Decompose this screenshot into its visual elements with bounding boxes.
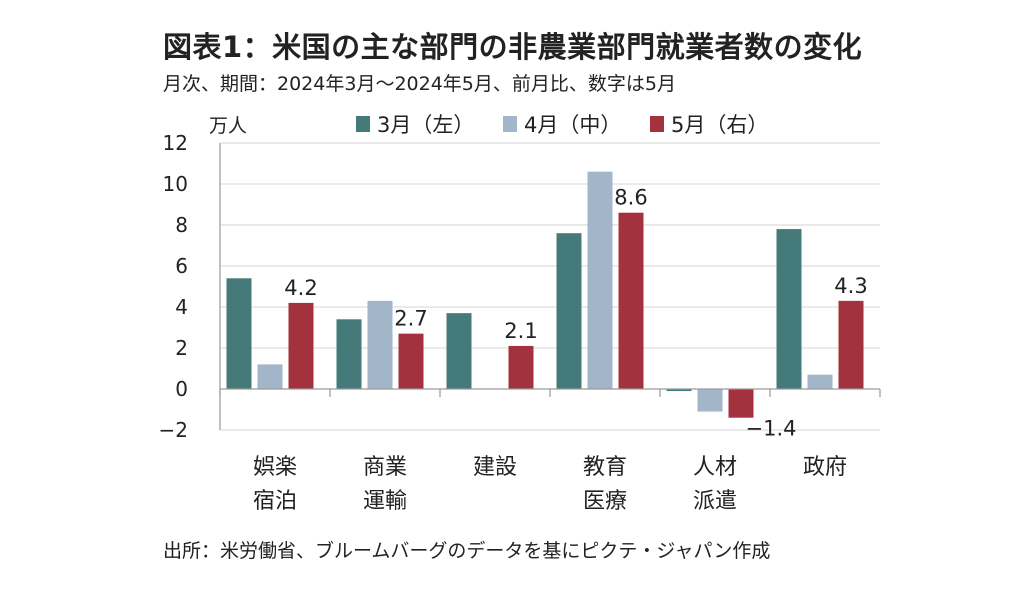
data-label: 2.1 <box>504 319 537 343</box>
bar <box>838 300 864 389</box>
legend: 3月（左） 4月（中） 5月（右） <box>356 113 768 137</box>
bar <box>336 319 362 389</box>
y-tick-label: 4 <box>175 295 188 319</box>
y-tick-label: 10 <box>163 172 188 196</box>
x-category-label: 建設 <box>473 455 517 480</box>
bar <box>508 345 534 389</box>
bar <box>257 364 283 389</box>
x-category-label: 運輸 <box>363 489 407 514</box>
legend-swatch <box>650 116 664 132</box>
bar <box>226 278 252 389</box>
x-category-label: 医療 <box>583 489 627 514</box>
x-category-label: 人材 <box>693 455 737 480</box>
y-tick-labels: −2 0 2 4 6 8 10 12 <box>159 131 188 442</box>
legend-label: 3月（左） <box>377 113 474 137</box>
data-labels: 4.2 2.7 2.1 8.6 −1.4 4.3 <box>284 186 867 441</box>
data-label: 8.6 <box>614 186 647 210</box>
bar <box>666 389 692 392</box>
data-label: −1.4 <box>746 417 797 441</box>
bar <box>776 229 802 389</box>
bar <box>556 233 582 389</box>
bar <box>446 313 472 389</box>
bar <box>697 389 723 412</box>
y-tick-label: −2 <box>159 418 188 442</box>
bar <box>398 333 424 389</box>
chart-title: 図表1：米国の主な部門の非農業部門就業者数の変化 <box>163 30 863 64</box>
bars <box>226 171 864 418</box>
source-note: 出所：米労働省、ブルームバーグのデータを基にピクテ・ジャパン作成 <box>163 540 771 562</box>
legend-label: 4月（中） <box>524 113 621 137</box>
y-tick-label: 6 <box>175 254 188 278</box>
x-category-label: 宿泊 <box>253 489 297 514</box>
bar <box>367 300 393 389</box>
x-category-label: 娯楽 <box>253 455 297 480</box>
unit-label: 万人 <box>209 115 247 137</box>
x-category-label: 商業 <box>363 455 407 480</box>
chart-subtitle: 月次、期間：2024年3月～2024年5月、前月比、数字は5月 <box>163 73 676 95</box>
bar <box>728 389 754 418</box>
bar <box>288 302 314 389</box>
legend-label: 5月（右） <box>671 113 768 137</box>
y-tick-label: 0 <box>175 377 188 401</box>
x-category-label: 派遣 <box>693 489 737 514</box>
axes <box>219 143 881 430</box>
data-label: 4.3 <box>834 274 867 298</box>
gridlines <box>220 142 880 431</box>
y-tick-label: 8 <box>175 213 188 237</box>
bar <box>807 374 833 389</box>
legend-swatch <box>503 116 517 132</box>
legend-swatch <box>356 116 370 132</box>
data-label: 4.2 <box>284 276 317 300</box>
y-tick-label: 12 <box>163 131 188 155</box>
bar <box>587 171 613 389</box>
y-tick-label: 2 <box>175 336 188 360</box>
x-category-label: 教育 <box>583 455 627 480</box>
bar <box>618 212 644 389</box>
data-label: 2.7 <box>394 307 427 331</box>
x-category-label: 政府 <box>803 455 847 480</box>
